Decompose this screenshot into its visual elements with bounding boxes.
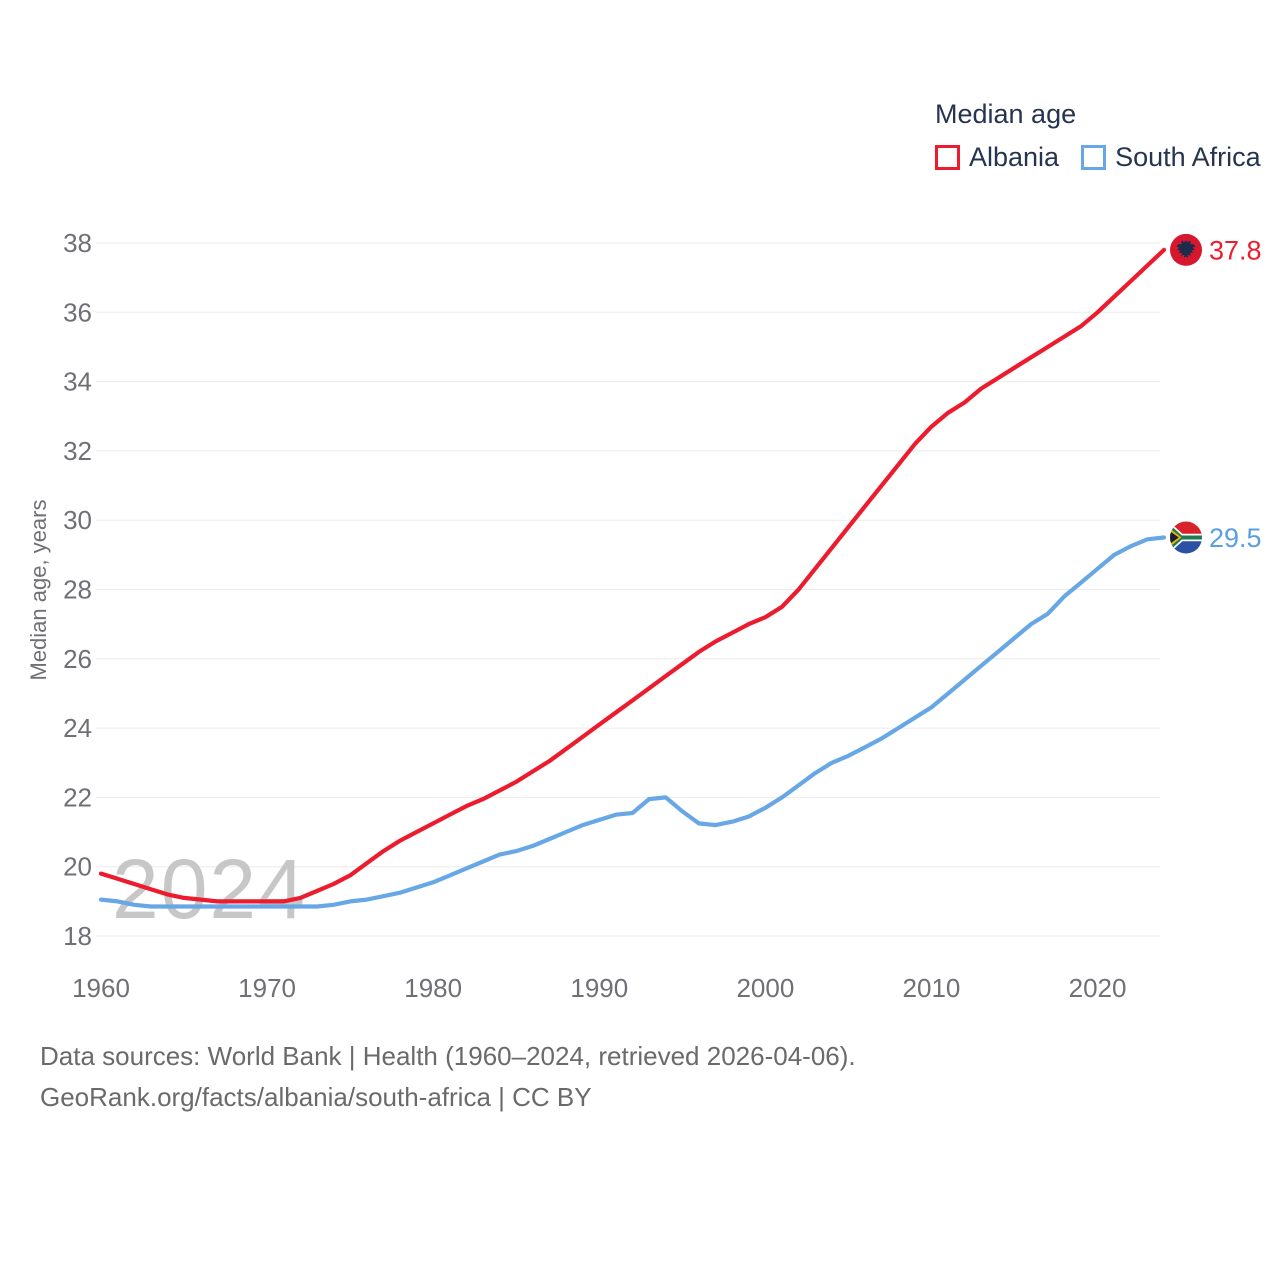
y-tick-label: 32 [63, 436, 92, 466]
gridlines [96, 242, 1160, 937]
south-africa-line [98, 535, 1167, 909]
y-tick-label: 22 [63, 782, 92, 812]
legend-item-label: Albania [969, 142, 1060, 172]
y-tick-label: 34 [63, 367, 92, 397]
footer-attribution-line: GeoRank.org/facts/albania/south-africa |… [40, 1082, 592, 1112]
albania-flag-icon [1170, 233, 1202, 266]
x-axis-tick-labels: 1960 1970 1980 1990 2000 2010 2020 [72, 973, 1126, 1003]
south-africa-swatch-icon [1081, 145, 1107, 170]
y-tick-label: 38 [63, 228, 92, 258]
x-tick-label: 2020 [1069, 973, 1127, 1003]
y-tick-label: 18 [63, 921, 92, 951]
y-axis-title: Median age, years [26, 500, 51, 681]
legend-items: Albania South Africa [935, 142, 1261, 173]
watermark-year: 2024 [112, 842, 307, 936]
south-africa-end-value: 29.5 [1209, 523, 1262, 553]
y-tick-label: 24 [63, 713, 92, 743]
legend-item-south-africa[interactable]: South Africa [1081, 142, 1261, 173]
chart-legend: Median age Albania South Africa [935, 100, 1261, 173]
footer-sources-line: Data sources: World Bank | Health (1960–… [40, 1041, 856, 1071]
median-age-line-chart: 2024 18 20 22 24 26 28 30 32 34 36 38 1960 1970 1980… [26, 228, 1262, 1003]
y-tick-label: 36 [63, 297, 92, 327]
albania-end-value: 37.8 [1209, 235, 1262, 265]
y-axis-tick-labels: 18 20 22 24 26 28 30 32 34 36 38 [63, 228, 92, 951]
x-tick-label: 2010 [903, 973, 961, 1003]
south-africa-flag-icon [1170, 521, 1202, 554]
x-tick-label: 1960 [72, 973, 130, 1003]
x-tick-label: 2000 [736, 973, 794, 1003]
y-tick-label: 26 [63, 644, 92, 674]
chart-footer: Data sources: World Bank | Health (1960–… [40, 1036, 856, 1118]
y-tick-label: 28 [63, 575, 92, 605]
x-tick-label: 1980 [404, 973, 462, 1003]
y-tick-label: 20 [63, 852, 92, 882]
y-tick-label: 30 [63, 505, 92, 535]
legend-item-label: South Africa [1115, 142, 1261, 172]
legend-title: Median age [935, 99, 1077, 129]
x-tick-label: 1990 [570, 973, 628, 1003]
albania-line [98, 247, 1167, 904]
legend-item-albania[interactable]: Albania [935, 142, 1059, 173]
x-tick-label: 1970 [238, 973, 296, 1003]
albania-swatch-icon [935, 145, 960, 170]
